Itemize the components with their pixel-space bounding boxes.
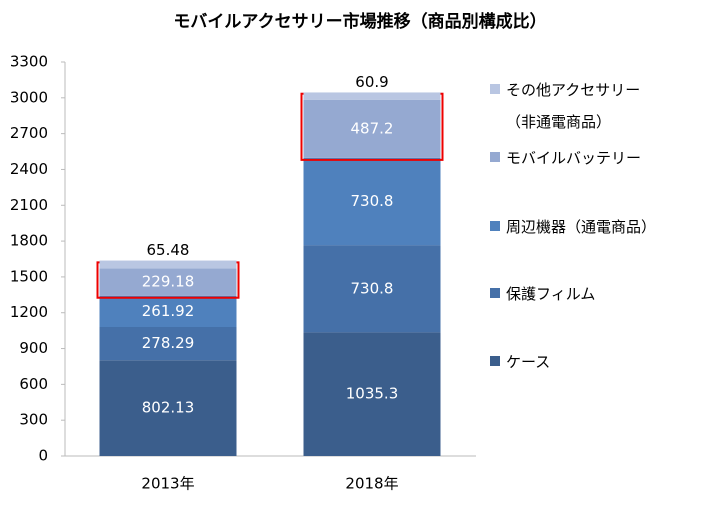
y-tick-label: 900 bbox=[19, 339, 48, 357]
value-label: 730.8 bbox=[351, 192, 394, 210]
legend-swatch bbox=[490, 356, 500, 366]
legend-swatch bbox=[490, 84, 500, 94]
legend-label: 保護フィルム bbox=[506, 285, 596, 303]
value-label: 60.9 bbox=[355, 73, 388, 91]
y-tick-label: 1200 bbox=[10, 303, 48, 321]
x-tick-label: 2013年 bbox=[141, 475, 194, 493]
y-tick-label: 1800 bbox=[10, 232, 48, 250]
legend-swatch bbox=[490, 221, 500, 231]
bar-segment bbox=[99, 360, 237, 456]
legend-label: ケース bbox=[506, 353, 551, 371]
bar-segment bbox=[99, 268, 237, 296]
y-tick-label: 300 bbox=[19, 411, 48, 429]
legend-swatch bbox=[490, 288, 500, 298]
y-tick-label: 2100 bbox=[10, 196, 48, 214]
chart-title: モバイルアクセサリー市場推移（商品別構成比） bbox=[173, 11, 546, 32]
x-tick-label: 2018年 bbox=[345, 475, 398, 493]
value-label: 802.13 bbox=[142, 399, 195, 417]
y-tick-label: 3000 bbox=[10, 88, 48, 106]
bar-segment bbox=[99, 327, 237, 361]
legend-item: 周辺機器（通電商品） bbox=[490, 211, 656, 243]
bar-segment bbox=[99, 295, 237, 328]
y-tick-label: 600 bbox=[19, 375, 48, 393]
value-label: 229.18 bbox=[142, 273, 195, 291]
legend-item: モバイルバッテリー bbox=[490, 142, 641, 174]
legend-label: その他アクセサリー （非通電商品） bbox=[506, 81, 641, 131]
legend-label: モバイルバッテリー bbox=[506, 149, 642, 167]
legend-label: 周辺機器（通電商品） bbox=[506, 218, 657, 236]
bar-segment bbox=[99, 260, 237, 269]
value-label: 487.2 bbox=[351, 119, 394, 137]
y-tick-label: 2700 bbox=[10, 124, 48, 142]
value-label: 730.8 bbox=[351, 279, 394, 297]
legend-item: ケース bbox=[490, 346, 550, 378]
y-tick-label: 2400 bbox=[10, 160, 48, 178]
value-label: 65.48 bbox=[147, 241, 190, 259]
value-label: 1035.3 bbox=[346, 385, 399, 403]
legend-item: 保護フィルム bbox=[490, 278, 595, 310]
value-label: 278.29 bbox=[142, 334, 195, 352]
bar-segment bbox=[303, 99, 441, 158]
value-label: 261.92 bbox=[142, 302, 195, 320]
legend-swatch bbox=[490, 152, 500, 162]
y-tick-label: 3300 bbox=[10, 53, 48, 71]
bar-segment bbox=[303, 157, 441, 246]
legend-item: その他アクセサリー （非通電商品） bbox=[490, 74, 640, 138]
y-tick-label: 1500 bbox=[10, 267, 48, 285]
bar-segment bbox=[303, 245, 441, 333]
bar-segment bbox=[303, 332, 441, 456]
y-tick-label: 0 bbox=[38, 447, 48, 465]
bar-segment bbox=[303, 92, 441, 100]
